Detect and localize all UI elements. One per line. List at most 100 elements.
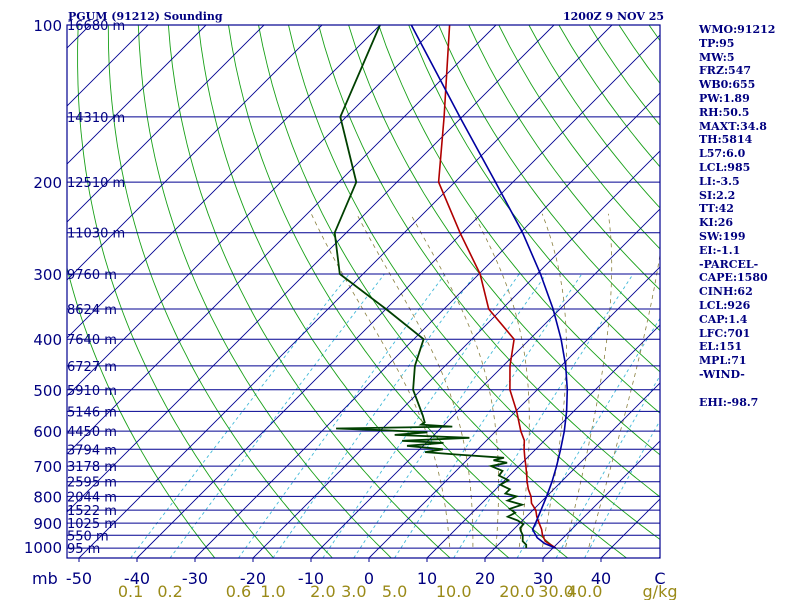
moist-adiabat [356, 213, 474, 547]
height-label: 4450 m [67, 425, 117, 440]
isotherm [194, 92, 660, 558]
mixing-ratio-label: 40.0 [567, 582, 603, 600]
isotherm [426, 324, 660, 558]
index-item: WMO:91212 [699, 23, 776, 36]
mixing-ratio-label: 3.0 [341, 582, 366, 600]
mixing-ratio-line [453, 273, 634, 558]
index-item: LCL:926 [699, 298, 751, 312]
pressure-label: 200 [33, 174, 62, 192]
isotherm [0, 25, 32, 558]
index-item: TP:95 [699, 36, 735, 50]
isotherm [310, 208, 660, 558]
index-item: SI:2.2 [699, 188, 736, 202]
index-item: PW:1.89 [699, 91, 750, 105]
isotherm [67, 25, 555, 513]
index-item: EI:-1.1 [699, 243, 741, 257]
index-item: CINH:62 [699, 285, 753, 299]
index-item: FRZ:547 [699, 64, 752, 78]
isotherm [67, 25, 381, 339]
index-item: -PARCEL- [699, 257, 759, 271]
isotherm [67, 25, 439, 397]
dry-adiabat [438, 25, 660, 332]
isotherm [136, 34, 660, 558]
index-item: MW:5 [699, 50, 735, 64]
index-item: EL:151 [699, 340, 743, 354]
dry-adiabat [468, 25, 660, 291]
index-item: LI:-3.5 [699, 174, 740, 188]
sounding-time: 1200Z 9 NOV 25 [563, 10, 664, 23]
mixing-ratio-line [238, 273, 446, 558]
dry-adiabat [378, 25, 660, 414]
temperature-trace [437, 25, 557, 549]
isotherm [78, 25, 613, 558]
mixing-ratio-label: 10.0 [436, 582, 472, 600]
height-label: 2044 m [67, 490, 117, 505]
temperature-label: -20 [240, 569, 266, 588]
temperature-label: 10 [417, 569, 437, 588]
mixing-ratio-label: 0.1 [118, 582, 143, 600]
index-item: KI:26 [699, 216, 734, 230]
height-label: 8624 m [67, 303, 117, 318]
height-label: 14310 m [67, 111, 125, 126]
dry-adiabat [197, 25, 510, 558]
height-label: 1025 m [67, 517, 117, 532]
height-label: 16680 m [67, 19, 125, 34]
temperature-label: -50 [66, 569, 92, 588]
height-label: 5146 m [67, 405, 117, 420]
index-item: CAP:1.4 [699, 312, 748, 326]
dry-adiabat [107, 25, 333, 558]
mixing-ratio-line [516, 317, 660, 558]
mixing-ratio-line [353, 273, 547, 558]
mixing-ratio-line [584, 419, 660, 558]
mixing-ratio-label: 5.0 [382, 582, 407, 600]
dry-adiabat [408, 25, 660, 373]
pressure-label: 100 [33, 17, 62, 35]
dry-adiabat [167, 25, 451, 558]
mixing-ratio-line [130, 273, 350, 558]
pressure-label: 500 [33, 382, 62, 400]
mixing-ratio-label: 1.0 [260, 582, 285, 600]
mixing-ratio-label: 20.0 [499, 582, 535, 600]
temperature-label: 40 [591, 569, 611, 588]
pressure-label: 900 [33, 515, 62, 533]
isotherm [67, 25, 265, 223]
isotherm [368, 266, 660, 558]
pressure-unit-label: mb [32, 569, 58, 588]
mixing-ratio-unit-label: g/kg [643, 582, 678, 600]
temperature-label: 20 [475, 569, 495, 588]
isotherm [252, 150, 660, 558]
temperature-label: -10 [298, 569, 324, 588]
height-label: 9760 m [67, 268, 117, 283]
pressure-label: 1000 [24, 539, 62, 557]
index-item: RH:50.5 [699, 105, 750, 119]
mixing-ratio-label: 0.2 [157, 582, 182, 600]
station-title: PGUM (91212) Sounding [68, 10, 223, 23]
temperature-label: 0 [364, 569, 374, 588]
index-item: L57:6.0 [699, 147, 746, 161]
index-item: -WIND- [699, 367, 745, 381]
index-item: LFC:701 [699, 326, 751, 340]
index-item [699, 382, 775, 396]
moist-adiabat [565, 213, 613, 547]
mixing-ratio-label: 2.0 [310, 582, 335, 600]
isotherm [67, 25, 497, 455]
dry-adiabat [67, 266, 216, 558]
pressure-label: 600 [33, 423, 62, 441]
temperature-label: 30 [533, 569, 553, 588]
moist-adiabat [541, 213, 567, 547]
height-label: 6727 m [67, 360, 117, 375]
height-label: 11030 m [67, 227, 125, 242]
height-label: 95 m [67, 542, 100, 557]
isotherm [67, 25, 207, 165]
height-label: 1522 m [67, 504, 117, 519]
height-label: 3794 m [67, 443, 117, 458]
dry-adiabat [288, 25, 660, 541]
height-label: 2595 m [67, 476, 117, 491]
plot-frame [66, 24, 661, 562]
moist-adiabat [473, 213, 530, 547]
height-label: 3178 m [67, 460, 117, 475]
dry-adiabat [77, 25, 274, 558]
mixing-ratio-label: 30.0 [538, 582, 574, 600]
temperature-unit-label: C [654, 569, 665, 588]
